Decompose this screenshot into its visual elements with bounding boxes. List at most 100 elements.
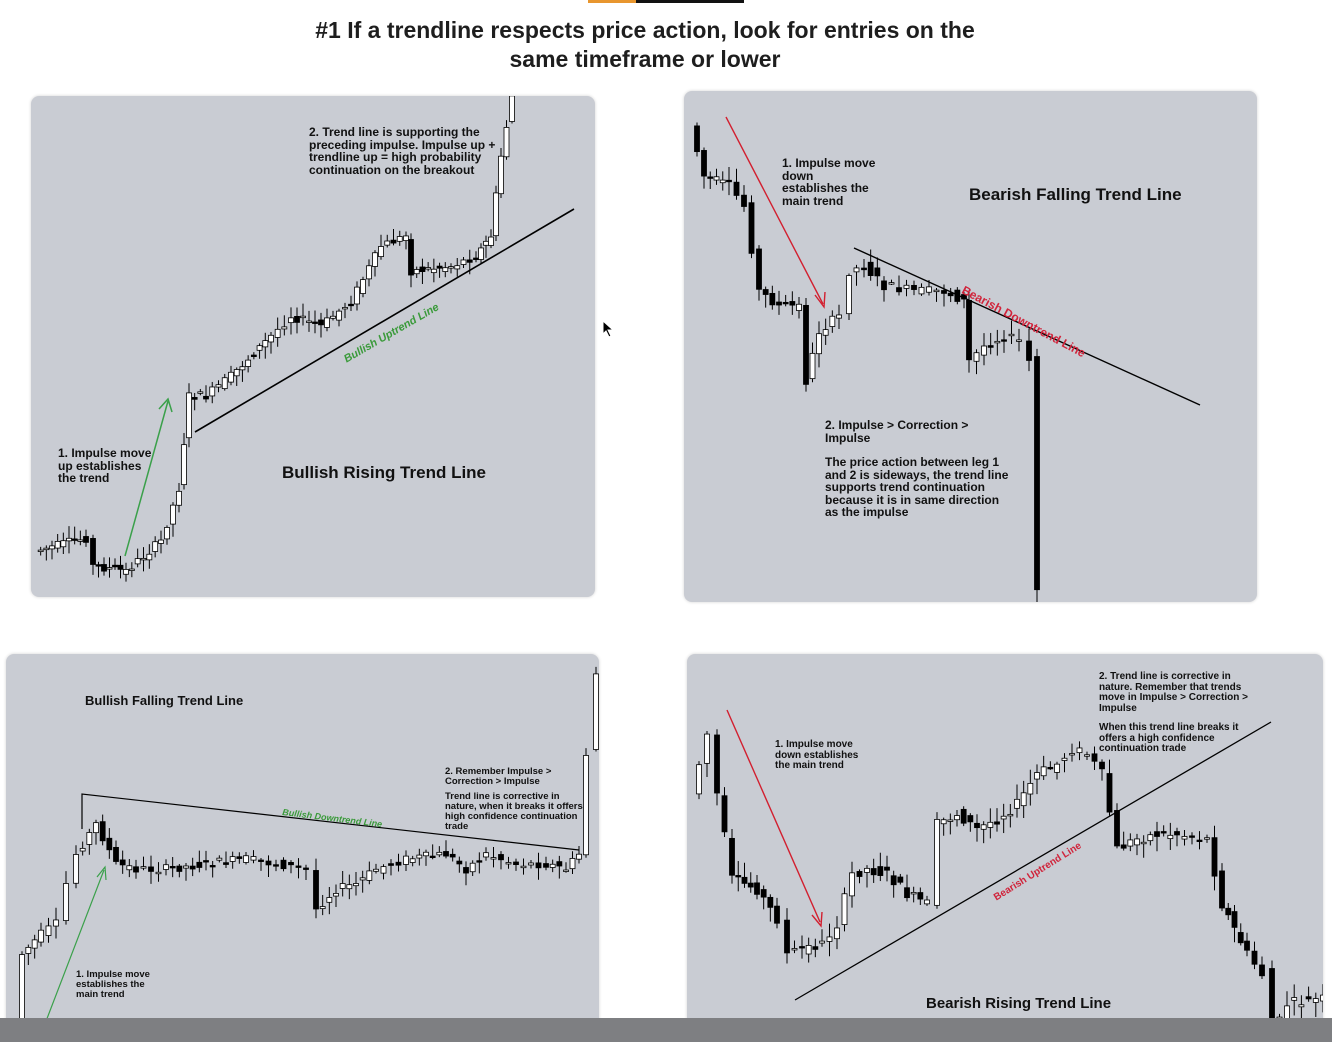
candle (528, 860, 534, 869)
candle (54, 534, 61, 553)
candle (133, 859, 139, 879)
mouse-pointer-icon (602, 320, 614, 338)
page-title: #1 If a trendline respects price action,… (200, 16, 1090, 74)
candle (966, 291, 972, 373)
candle (38, 922, 44, 947)
note-breakout: When this trend line breaks it offers a … (1099, 722, 1239, 754)
candle (741, 862, 748, 888)
candle (1034, 348, 1040, 602)
candle (926, 280, 932, 296)
candle (117, 555, 124, 579)
candle (1204, 834, 1210, 843)
candle (498, 851, 504, 870)
candle (819, 929, 825, 947)
candle (1047, 761, 1054, 770)
candle (836, 304, 842, 329)
candle (1001, 330, 1007, 353)
candle (877, 852, 884, 882)
candle (258, 857, 264, 871)
candle (274, 317, 281, 347)
candle (373, 863, 379, 874)
candle (1020, 780, 1027, 819)
candle (747, 872, 754, 893)
candle (1084, 751, 1090, 760)
candle (333, 884, 339, 908)
candle (483, 847, 489, 861)
candle (25, 944, 32, 965)
candle (934, 812, 940, 909)
candle (903, 279, 910, 297)
candle (83, 529, 89, 547)
candle (987, 332, 994, 355)
candle (303, 864, 309, 881)
candle (423, 849, 429, 866)
note-impulse-correction: 2. Remember Impulse > Correction > Impul… (445, 766, 552, 787)
candle (707, 171, 714, 189)
candle (378, 234, 384, 260)
candle (37, 546, 44, 556)
candle (490, 847, 497, 868)
candle (483, 235, 489, 258)
candle (288, 860, 294, 874)
candle (250, 850, 257, 864)
chart-bearish-rising (696, 709, 1323, 1042)
candle (543, 856, 549, 871)
candle (463, 861, 469, 886)
candle (829, 310, 836, 333)
candle (419, 258, 426, 285)
candle (1076, 741, 1083, 761)
candle (73, 845, 79, 889)
note-impulse: 1. Impulse move establishes the main tre… (76, 969, 150, 1000)
candle (262, 332, 269, 359)
candle (967, 813, 974, 832)
candle (809, 342, 816, 383)
candle (233, 367, 240, 386)
candle (994, 808, 1000, 832)
candle (1189, 832, 1195, 845)
candle (1026, 328, 1032, 372)
candle (60, 532, 67, 555)
candle (312, 310, 318, 334)
candle (1069, 743, 1075, 762)
candle (449, 848, 456, 862)
candle (947, 287, 954, 303)
candle (760, 885, 767, 910)
panel-bullish-rising: 2. Trend line is supporting the precedin… (31, 96, 595, 597)
candle (1000, 803, 1007, 834)
candle (917, 887, 924, 905)
title-line-2: same timeframe or lower (509, 46, 781, 72)
candle (505, 856, 512, 869)
candle (384, 234, 391, 248)
panel-bearish-falling: 1. Impulse move down establishes the mai… (684, 91, 1257, 602)
candle (569, 851, 576, 875)
candle (981, 333, 987, 366)
progress-accent (588, 0, 636, 3)
candle (366, 259, 372, 287)
candle (816, 321, 822, 368)
candle (704, 731, 710, 777)
candle (330, 310, 336, 321)
candle (209, 381, 216, 404)
candle (221, 373, 228, 391)
candle (66, 526, 72, 554)
candle (556, 855, 563, 879)
candle (509, 96, 515, 124)
candle (319, 894, 326, 916)
candle (1014, 784, 1020, 818)
candle (478, 243, 484, 265)
candle (112, 558, 118, 570)
candle (476, 852, 483, 874)
candle (273, 859, 279, 872)
video-control-bar[interactable] (0, 1018, 1332, 1042)
candle (466, 249, 473, 275)
candle (101, 557, 107, 576)
impulse-arrow (124, 397, 173, 557)
candle (805, 937, 812, 963)
candle (1231, 904, 1238, 943)
candle (1127, 833, 1134, 852)
candle (940, 817, 947, 836)
candle (146, 544, 153, 569)
candle (1298, 995, 1305, 1021)
note-trend-support: 2. Trend line is supporting the precedin… (309, 125, 496, 177)
candle (1099, 759, 1105, 781)
